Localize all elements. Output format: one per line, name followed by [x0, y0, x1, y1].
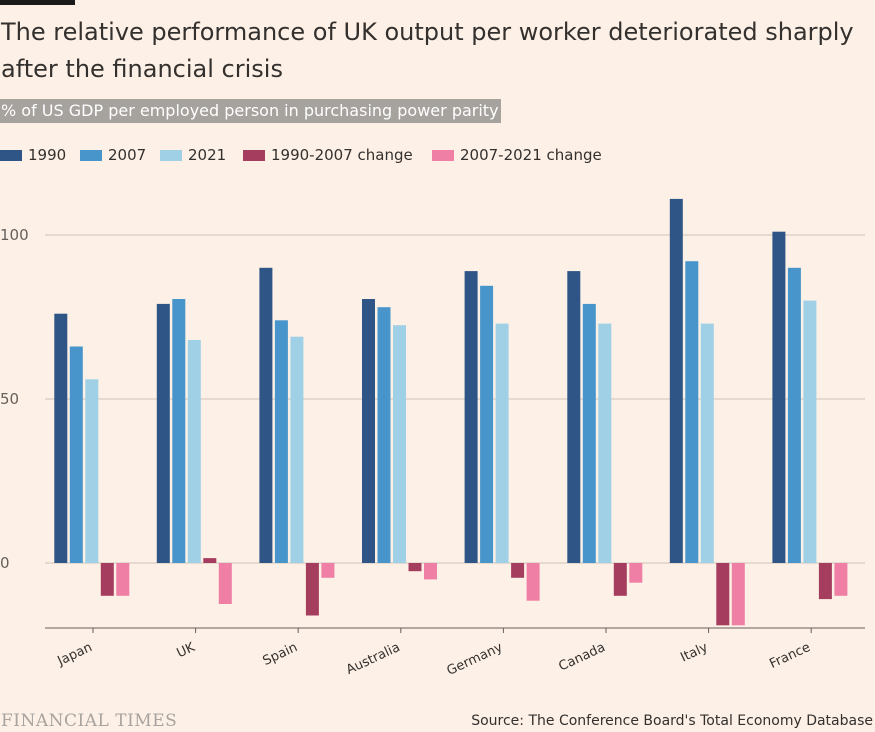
bar-spain-1990 — [259, 267, 273, 563]
bar-france-change-1990-2007 — [818, 563, 832, 600]
bar-france-change-2007-2021 — [834, 563, 848, 596]
bar-japan-change-2007-2021 — [116, 563, 130, 596]
x-tick-label-japan: Japan — [55, 640, 95, 669]
bar-france-2021 — [803, 300, 817, 563]
x-tick-label-italy: Italy — [678, 640, 710, 666]
brand-bar — [0, 0, 75, 5]
bar-uk-change-1990-2007 — [203, 558, 217, 563]
bar-australia-change-1990-2007 — [408, 563, 422, 572]
legend-label-2007: 2007 — [108, 146, 147, 164]
y-tick-label-100: 100 — [0, 226, 29, 244]
bar-germany-2021 — [495, 323, 509, 563]
bar-uk-1990 — [156, 303, 170, 563]
bar-japan-1990 — [54, 313, 68, 563]
x-tick-label-australia: Australia — [344, 640, 402, 678]
legend-label-change-2007-2021: 2007-2021 change — [460, 146, 602, 164]
bar-canada-change-1990-2007 — [613, 563, 627, 596]
bar-italy-change-1990-2007 — [716, 563, 730, 626]
bar-germany-2007 — [480, 285, 494, 563]
legend-swatch-change-2007-2021 — [432, 149, 454, 161]
bar-france-1990 — [772, 231, 786, 563]
legend-item-1990: 1990 — [0, 146, 66, 164]
legend-item-2007: 2007 — [80, 146, 146, 164]
bar-japan-2007 — [69, 346, 83, 563]
legend-swatch-change-1990-2007 — [243, 149, 265, 161]
chart-subtitle: % of US GDP per employed person in purch… — [0, 99, 501, 123]
legend-label-change-1990-2007: 1990-2007 change — [271, 146, 413, 164]
x-tick-label-uk: UK — [175, 640, 198, 661]
y-tick-label-50: 50 — [0, 390, 19, 408]
legend-item-change-2007-2021: 2007-2021 change — [432, 146, 602, 164]
legend-swatch-1990 — [0, 149, 22, 161]
bar-italy-2021 — [700, 323, 714, 563]
bar-australia-2007 — [377, 307, 391, 563]
chart-title: The relative performance of UK output pe… — [1, 18, 854, 83]
bar-italy-change-2007-2021 — [731, 563, 745, 626]
bar-germany-change-2007-2021 — [526, 563, 540, 601]
bar-spain-2021 — [290, 336, 304, 563]
legend-label-2021: 2021 — [188, 146, 227, 164]
legend-item-change-1990-2007: 1990-2007 change — [243, 146, 413, 164]
ft-logo: FINANCIAL TIMES — [1, 711, 178, 731]
bar-germany-1990 — [464, 271, 478, 563]
bar-uk-change-2007-2021 — [218, 563, 232, 604]
x-tick-label-spain: Spain — [261, 640, 300, 669]
bar-australia-1990 — [362, 299, 375, 563]
bar-australia-change-2007-2021 — [424, 563, 437, 580]
legend-swatch-2007 — [80, 149, 102, 161]
bar-australia-2021 — [393, 325, 406, 563]
source-note: Source: The Conference Board's Total Eco… — [471, 713, 873, 729]
bar-uk-2007 — [172, 299, 186, 563]
legend-item-2021: 2021 — [160, 146, 226, 164]
bar-france-2007 — [787, 267, 801, 563]
bar-spain-2007 — [274, 320, 288, 563]
bar-spain-change-1990-2007 — [305, 563, 319, 616]
bar-chart: 0 50 100 Japan UK Spain Australia Germany Canada… — [0, 198, 865, 679]
bar-japan-change-1990-2007 — [100, 563, 114, 596]
bar-germany-change-1990-2007 — [511, 563, 525, 578]
x-tick-label-germany: Germany — [445, 640, 506, 679]
bar-spain-change-2007-2021 — [321, 563, 335, 578]
bar-uk-2021 — [187, 340, 201, 563]
legend-label-1990: 1990 — [28, 146, 67, 164]
x-tick-label-canada: Canada — [557, 640, 608, 675]
bar-canada-2007 — [582, 303, 596, 563]
bar-canada-2021 — [598, 323, 612, 563]
y-tick-label-0: 0 — [0, 554, 10, 572]
bar-canada-1990 — [567, 271, 581, 563]
x-tick-label-france: France — [767, 640, 813, 672]
bar-canada-change-2007-2021 — [629, 563, 643, 583]
bar-italy-1990 — [669, 198, 683, 563]
bar-japan-2021 — [85, 379, 99, 563]
bar-italy-2007 — [685, 261, 699, 563]
legend-swatch-2021 — [160, 149, 182, 161]
